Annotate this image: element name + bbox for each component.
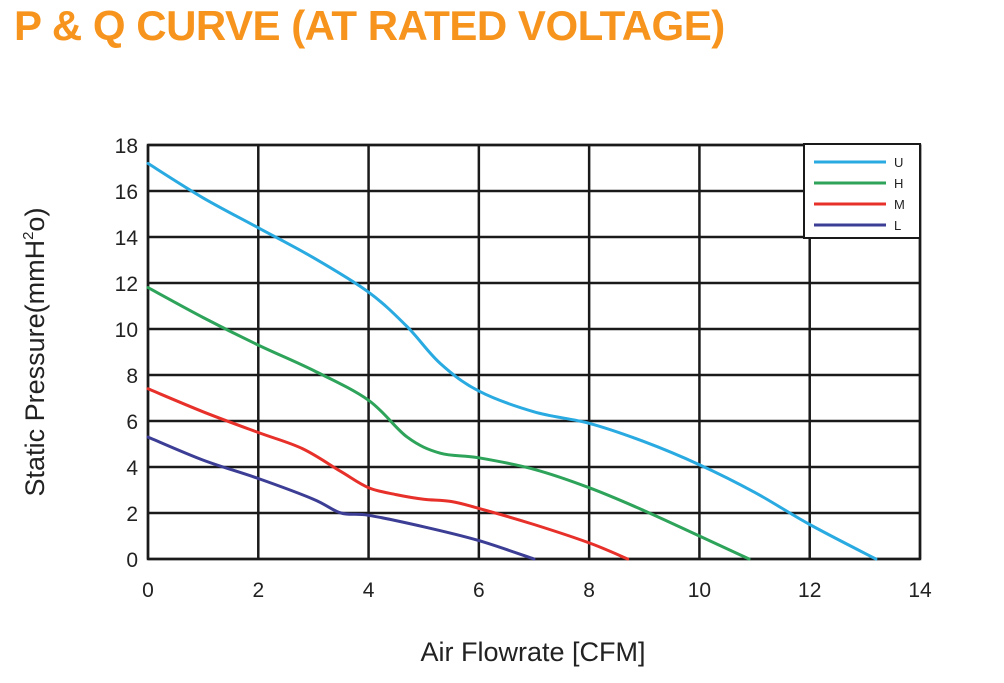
x-tick-label: 8 bbox=[583, 579, 595, 602]
legend-label-u: U bbox=[894, 155, 903, 170]
legend-label-l: L bbox=[894, 218, 901, 233]
y-tick-label: 10 bbox=[115, 319, 138, 342]
series-line-u bbox=[146, 161, 878, 561]
x-tick-label: 2 bbox=[252, 579, 264, 602]
x-tick-label: 10 bbox=[688, 579, 711, 602]
y-tick-label: 12 bbox=[115, 273, 138, 296]
y-tick-label: 8 bbox=[126, 365, 138, 388]
x-tick-label: 12 bbox=[798, 579, 821, 602]
tick-labels: 0 2 4 6 8 10 12 14 0 2 4 6 8 10 12 14 16 18 bbox=[115, 135, 932, 602]
legend-label-h: H bbox=[894, 176, 903, 191]
x-axis-label: Air Flowrate [CFM] bbox=[420, 637, 645, 667]
series-line-m bbox=[146, 387, 630, 561]
x-tick-label: 14 bbox=[908, 579, 932, 602]
y-tick-label: 0 bbox=[126, 549, 138, 572]
y-axis-label-end: o) bbox=[20, 208, 50, 232]
legend-box bbox=[803, 143, 921, 239]
x-tick-label: 0 bbox=[142, 579, 154, 602]
y-tick-label: 6 bbox=[126, 411, 138, 434]
y-tick-label: 16 bbox=[115, 181, 138, 204]
y-axis-label-sup: 2 bbox=[20, 232, 37, 240]
y-tick-label: 2 bbox=[126, 503, 138, 526]
legend-label-m: M bbox=[894, 197, 905, 212]
y-tick-label: 14 bbox=[115, 227, 139, 250]
y-tick-label: 18 bbox=[115, 135, 138, 158]
series-line-l bbox=[146, 435, 536, 561]
x-tick-label: 4 bbox=[363, 579, 375, 602]
y-axis-label-main: Static Pressure(mmH bbox=[20, 240, 50, 497]
x-tick-label: 6 bbox=[473, 579, 485, 602]
series-line-h bbox=[146, 286, 751, 561]
page-title: P & Q CURVE (AT RATED VOLTAGE) bbox=[14, 2, 725, 49]
y-tick-label: 4 bbox=[126, 457, 138, 480]
y-axis-label: Static Pressure(mmH2o) bbox=[20, 208, 50, 497]
series-lines bbox=[146, 161, 878, 561]
